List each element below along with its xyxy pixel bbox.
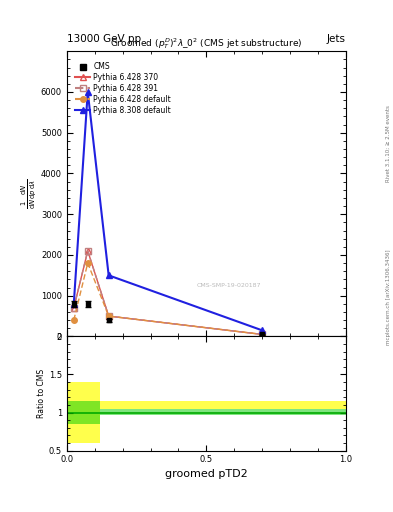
Y-axis label: Ratio to CMS: Ratio to CMS: [37, 369, 46, 418]
Pythia 8.308 default: [106, 272, 111, 279]
Pythia 8.308 default: [72, 301, 76, 307]
Pythia 6.428 370: [85, 248, 90, 254]
Line: Pythia 6.428 default: Pythia 6.428 default: [71, 260, 265, 337]
Line: Pythia 6.428 370: Pythia 6.428 370: [70, 247, 266, 338]
Pythia 6.428 default: [72, 317, 76, 323]
Pythia 6.428 default: [85, 260, 90, 266]
X-axis label: groomed pTD2: groomed pTD2: [165, 468, 248, 479]
Text: mcplots.cern.ch [arXiv:1306.3436]: mcplots.cern.ch [arXiv:1306.3436]: [386, 249, 391, 345]
Legend: CMS, Pythia 6.428 370, Pythia 6.428 391, Pythia 6.428 default, Pythia 8.308 defa: CMS, Pythia 6.428 370, Pythia 6.428 391,…: [73, 61, 173, 116]
Line: Pythia 6.428 391: Pythia 6.428 391: [71, 248, 265, 337]
Pythia 6.428 391: [106, 313, 111, 319]
Text: CMS-SMP-19-020187: CMS-SMP-19-020187: [196, 283, 261, 288]
Pythia 6.428 370: [72, 305, 76, 311]
Pythia 6.428 391: [85, 248, 90, 254]
Pythia 6.428 370: [106, 313, 111, 319]
Text: 13000 GeV pp: 13000 GeV pp: [67, 33, 141, 44]
Text: Rivet 3.1.10; ≥ 2.5M events: Rivet 3.1.10; ≥ 2.5M events: [386, 105, 391, 182]
Y-axis label: $\frac{1}{\mathrm{d}N}\frac{\mathrm{d}N}{\mathrm{d}p\,\mathrm{d}\lambda}$: $\frac{1}{\mathrm{d}N}\frac{\mathrm{d}N}…: [19, 178, 38, 209]
Pythia 6.428 default: [106, 313, 111, 319]
Line: Pythia 8.308 default: Pythia 8.308 default: [70, 89, 266, 334]
Pythia 6.428 391: [72, 305, 76, 311]
Pythia 8.308 default: [260, 327, 264, 333]
Pythia 6.428 370: [260, 331, 264, 337]
Title: Groomed $(p_T^D)^2\lambda\_0^2$ (CMS jet substructure): Groomed $(p_T^D)^2\lambda\_0^2$ (CMS jet…: [110, 36, 303, 51]
Text: Jets: Jets: [327, 33, 346, 44]
Pythia 6.428 default: [260, 331, 264, 337]
Pythia 8.308 default: [85, 89, 90, 95]
Pythia 6.428 391: [260, 331, 264, 337]
